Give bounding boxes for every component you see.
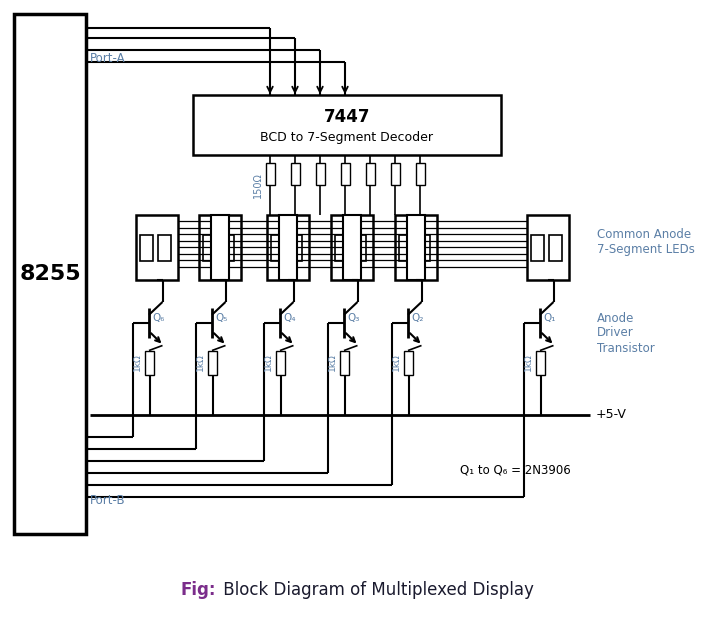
Text: Q₄: Q₄: [283, 313, 296, 324]
Bar: [291, 163, 299, 185]
Bar: [340, 163, 350, 185]
Text: Q₂: Q₂: [411, 313, 423, 324]
Text: BCD to 7-Segment Decoder: BCD to 7-Segment Decoder: [260, 131, 433, 144]
Text: 8255: 8255: [19, 264, 81, 284]
Bar: [343, 215, 361, 280]
Text: 1kΩ: 1kΩ: [133, 353, 142, 371]
Bar: [415, 163, 425, 185]
Bar: [395, 215, 437, 280]
Text: Block Diagram of Multiplexed Display: Block Diagram of Multiplexed Display: [218, 581, 534, 599]
Bar: [289, 235, 302, 261]
Bar: [527, 215, 569, 280]
Text: Port-B: Port-B: [90, 493, 125, 506]
Text: Q₆: Q₆: [152, 313, 164, 324]
Text: Anode: Anode: [597, 311, 635, 324]
Bar: [331, 215, 373, 280]
Text: Port-A: Port-A: [90, 51, 125, 64]
Bar: [316, 163, 325, 185]
Text: 7-Segment LEDs: 7-Segment LEDs: [597, 243, 695, 256]
Bar: [399, 235, 412, 261]
Bar: [340, 350, 349, 374]
Text: Q₅: Q₅: [215, 313, 228, 324]
Bar: [271, 235, 284, 261]
Text: Driver: Driver: [597, 326, 634, 339]
Bar: [407, 215, 425, 280]
Bar: [145, 350, 154, 374]
Text: 1kΩ: 1kΩ: [196, 353, 204, 371]
Bar: [211, 215, 229, 280]
Bar: [279, 215, 297, 280]
Bar: [158, 235, 171, 261]
Bar: [140, 235, 153, 261]
Text: Q₁: Q₁: [543, 313, 555, 324]
Bar: [404, 350, 413, 374]
Bar: [417, 235, 430, 261]
Text: 1kΩ: 1kΩ: [264, 353, 272, 371]
Bar: [549, 235, 562, 261]
Text: 1kΩ: 1kΩ: [391, 353, 401, 371]
Bar: [199, 215, 241, 280]
Bar: [265, 163, 274, 185]
Bar: [208, 350, 217, 374]
Bar: [531, 235, 544, 261]
Text: 150Ω: 150Ω: [253, 172, 263, 198]
Text: 7447: 7447: [324, 108, 370, 126]
Bar: [136, 215, 178, 280]
Bar: [391, 163, 399, 185]
Bar: [221, 235, 234, 261]
Text: 1kΩ: 1kΩ: [328, 353, 337, 371]
Text: Q₃: Q₃: [347, 313, 359, 324]
Bar: [536, 350, 545, 374]
Bar: [203, 235, 216, 261]
Bar: [276, 350, 285, 374]
Text: 1kΩ: 1kΩ: [523, 353, 532, 371]
Bar: [14, 14, 86, 534]
Text: Fig:: Fig:: [180, 581, 216, 599]
Bar: [353, 235, 366, 261]
Bar: [267, 215, 309, 280]
Text: +5-V: +5-V: [596, 409, 627, 422]
Text: Common Anode: Common Anode: [597, 228, 691, 241]
Bar: [193, 95, 501, 155]
Text: Transistor: Transistor: [597, 342, 654, 355]
Bar: [335, 235, 348, 261]
Text: Q₁ to Q₆ = 2N3906: Q₁ to Q₆ = 2N3906: [460, 464, 571, 477]
Bar: [366, 163, 374, 185]
